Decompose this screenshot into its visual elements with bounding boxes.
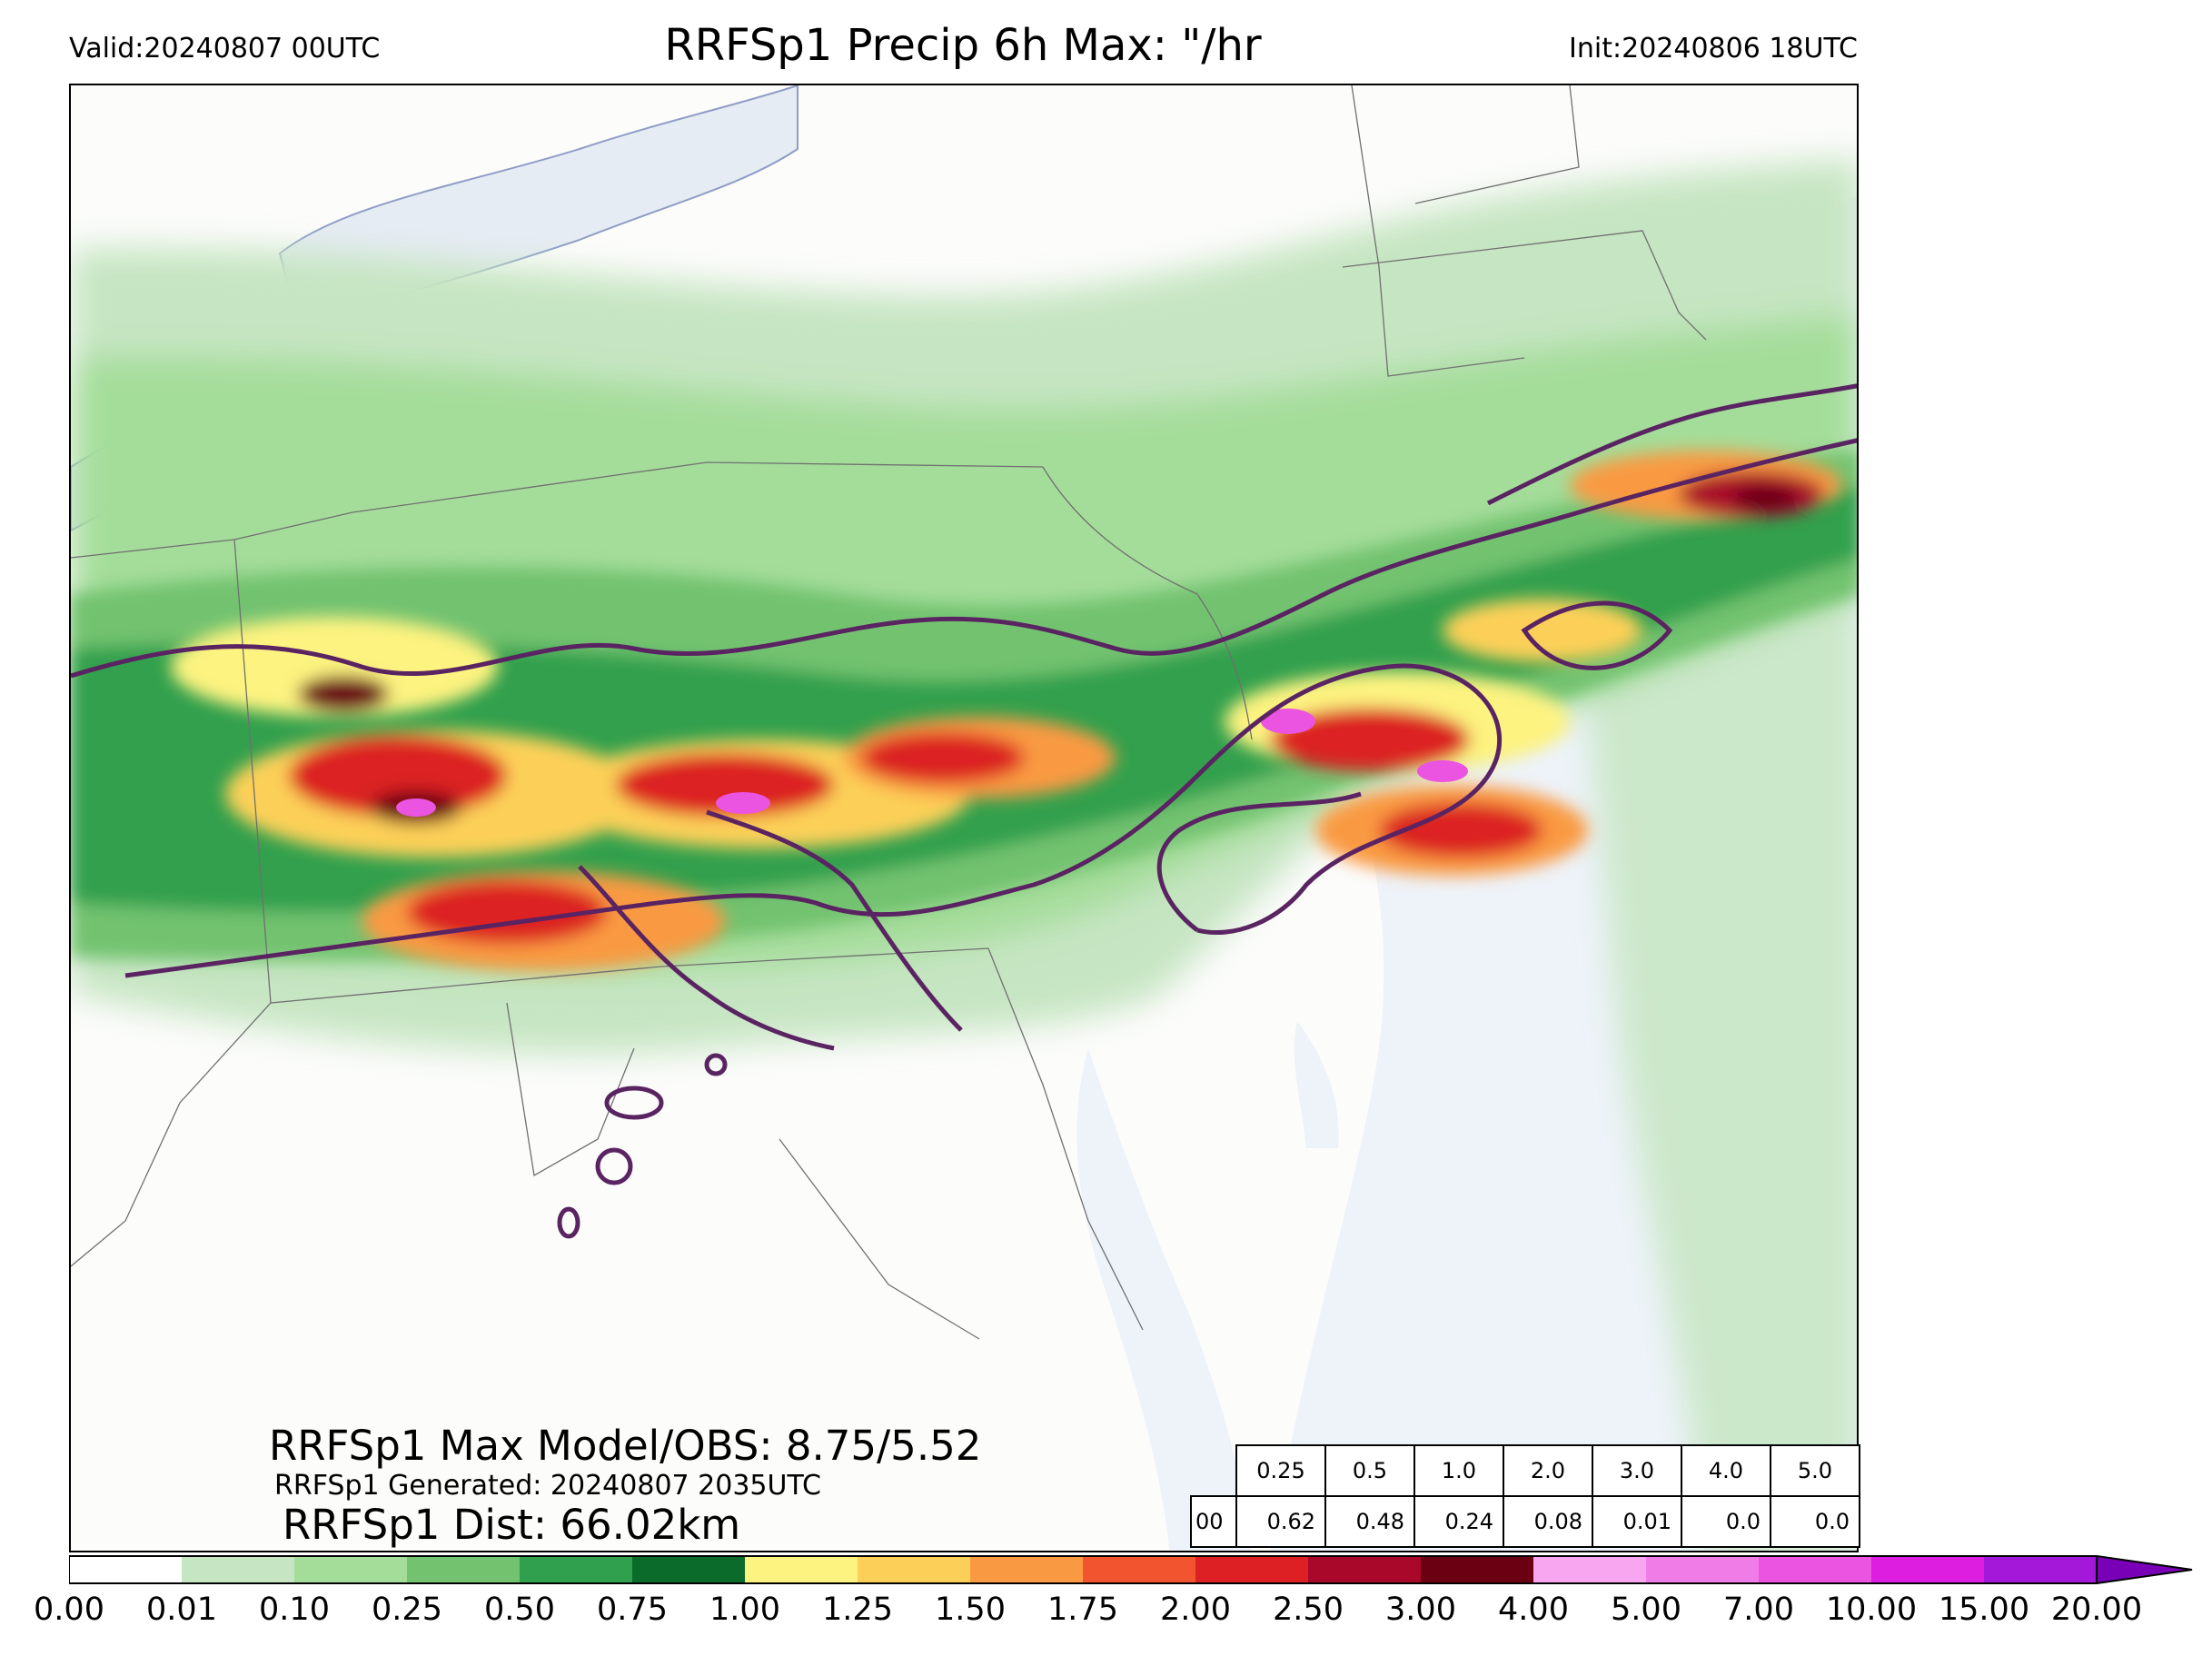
colorbar-tick-label: 0.75 bbox=[597, 1592, 668, 1628]
colorbar-segment bbox=[1421, 1556, 1533, 1583]
colorbar-tick-label: 1.50 bbox=[935, 1592, 1006, 1628]
colorbar-segment bbox=[858, 1556, 970, 1583]
colorbar-segment bbox=[407, 1556, 520, 1583]
colorbar-tick-label: 0.25 bbox=[372, 1592, 442, 1628]
score-value-cell: 0.01 bbox=[1592, 1495, 1682, 1548]
colorbar-segment bbox=[520, 1556, 632, 1583]
score-value-cell: 0.08 bbox=[1503, 1495, 1593, 1548]
score-value-cell: 0.0 bbox=[1770, 1495, 1860, 1548]
threshold-header-cell: 3.0 bbox=[1592, 1444, 1682, 1497]
colorbar-tick-label: 0.50 bbox=[484, 1592, 555, 1628]
colorbar-extend-arrow bbox=[2096, 1555, 2193, 1584]
colorbar-tick-label: 7.00 bbox=[1723, 1592, 1794, 1628]
colorbar-tick-label: 1.00 bbox=[709, 1592, 780, 1628]
delaware-bay bbox=[1294, 1021, 1339, 1148]
colorbar-segment bbox=[632, 1556, 745, 1583]
colorbar-ticks: 0.00 0.01 0.10 0.25 0.50 0.75 1.00 1.25 1.50 1.75… bbox=[0, 1592, 2212, 1646]
chesapeake-bay bbox=[1076, 1048, 1252, 1551]
observed-contours bbox=[71, 383, 1857, 1239]
colorbar-segment bbox=[69, 1556, 182, 1583]
colorbar-segment bbox=[1646, 1556, 1759, 1583]
map-canvas bbox=[71, 85, 1857, 1551]
table-row-label: 00 bbox=[1190, 1495, 1237, 1548]
score-value-cell: 0.48 bbox=[1324, 1495, 1415, 1548]
colorbar-tick-label: 15.00 bbox=[1938, 1592, 2030, 1628]
distance-label: RRFSp1 Dist: 66.02km bbox=[283, 1501, 741, 1549]
threshold-header-cell: 4.0 bbox=[1681, 1444, 1771, 1497]
threshold-header-cell: 5.0 bbox=[1770, 1444, 1860, 1497]
valid-time-label: Valid:20240807 00UTC bbox=[69, 33, 381, 64]
threshold-header-cell: 1.0 bbox=[1413, 1444, 1504, 1497]
colorbar-outline bbox=[69, 1555, 2098, 1584]
colorbar-segment bbox=[1871, 1556, 1984, 1583]
colorbar-segment bbox=[1308, 1556, 1421, 1583]
score-value-cell: 0.24 bbox=[1413, 1495, 1504, 1548]
threshold-header-cell: 0.5 bbox=[1324, 1444, 1415, 1497]
colorbar-tick-label: 2.50 bbox=[1273, 1592, 1344, 1628]
init-time-label: Init:20240806 18UTC bbox=[1569, 33, 1858, 64]
colorbar-tick-label: 10.00 bbox=[1825, 1592, 1918, 1628]
colorbar-tick-label: 20.00 bbox=[2050, 1592, 2143, 1628]
colorbar-segment bbox=[1195, 1556, 1308, 1583]
generated-time-label: RRFSp1 Generated: 20240807 2035UTC bbox=[274, 1470, 821, 1502]
chart-title: RRFSp1 Precip 6h Max: "/hr bbox=[664, 20, 1262, 71]
colorbar-tick-label: 1.75 bbox=[1047, 1592, 1118, 1628]
precip-heavy bbox=[171, 451, 1842, 971]
max-model-obs-label: RRFSp1 Max Model/OBS: 8.75/5.52 bbox=[269, 1422, 982, 1470]
score-value-cell: 0.62 bbox=[1235, 1495, 1326, 1548]
colorbar-segment bbox=[1533, 1556, 1646, 1583]
colorbar bbox=[69, 1555, 2193, 1584]
threshold-header-cell: 2.0 bbox=[1503, 1444, 1593, 1497]
colorbar-segment bbox=[1083, 1556, 1195, 1583]
colorbar-segment bbox=[745, 1556, 858, 1583]
colorbar-tick-label: 2.00 bbox=[1160, 1592, 1231, 1628]
precip-map[interactable] bbox=[69, 84, 1859, 1552]
colorbar-segment bbox=[1759, 1556, 1871, 1583]
colorbar-segment bbox=[294, 1556, 407, 1583]
colorbar-tick-label: 0.01 bbox=[146, 1592, 217, 1628]
threshold-header-cell: 0.25 bbox=[1235, 1444, 1326, 1497]
colorbar-tick-label: 0.10 bbox=[259, 1592, 330, 1628]
colorbar-segment bbox=[970, 1556, 1083, 1583]
colorbar-tick-label: 3.00 bbox=[1385, 1592, 1456, 1628]
colorbar-tick-label: 4.00 bbox=[1498, 1592, 1569, 1628]
colorbar-tick-label: 1.25 bbox=[822, 1592, 893, 1628]
colorbar-segment bbox=[182, 1556, 294, 1583]
precip-extreme bbox=[396, 709, 1468, 817]
colorbar-tick-label: 5.00 bbox=[1611, 1592, 1681, 1628]
colorbar-tick-label: 0.00 bbox=[34, 1592, 104, 1628]
colorbar-segment bbox=[1984, 1556, 2097, 1583]
score-value-cell: 0.0 bbox=[1681, 1495, 1771, 1548]
